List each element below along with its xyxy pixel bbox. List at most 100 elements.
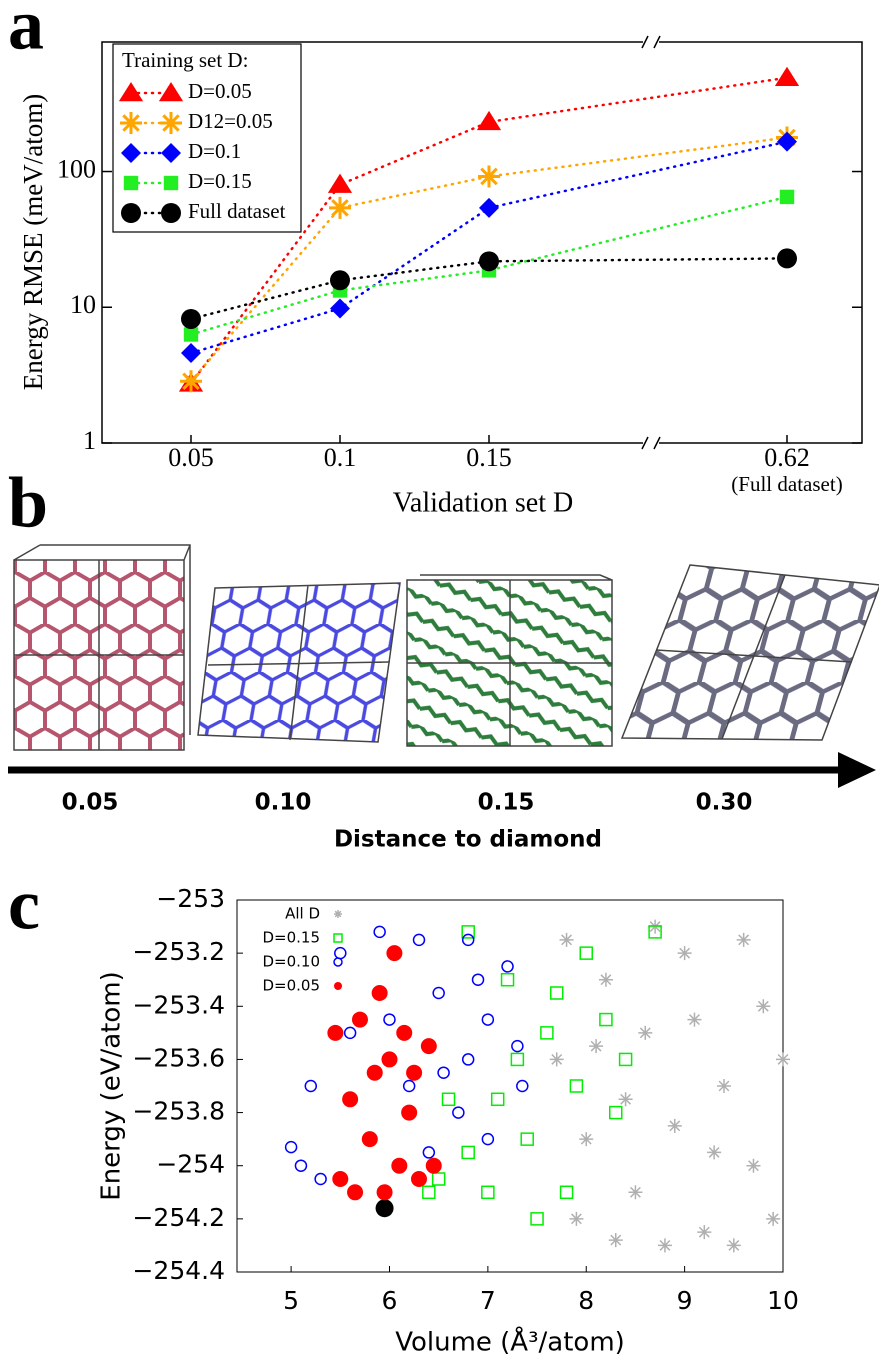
data-point (501, 960, 514, 973)
data-point (471, 973, 485, 986)
series-line (189, 136, 789, 383)
data-point (406, 1064, 423, 1081)
data-point (383, 1013, 396, 1026)
y-tick-label: −253.8 (132, 1097, 225, 1126)
data-point (330, 298, 350, 319)
x-tick-label: 10 (767, 1286, 799, 1315)
data-point (490, 1092, 505, 1107)
x-note: (Full dataset) (731, 472, 842, 496)
data-point (314, 1172, 327, 1186)
data-point (500, 972, 515, 987)
legend-marker (121, 203, 141, 223)
data-point (391, 1157, 408, 1174)
data-point (559, 932, 574, 947)
highlight-point (375, 1199, 394, 1218)
panel-letter: c (8, 865, 40, 945)
data-point (667, 1118, 682, 1133)
data-point (766, 1211, 781, 1226)
x-tick-label: 9 (677, 1286, 693, 1315)
data-point (599, 1012, 613, 1027)
y-tick-label: −253 (156, 884, 225, 913)
legend-label: D=0.15 (188, 169, 252, 193)
legend-marker (334, 910, 342, 918)
data-point (441, 1092, 456, 1107)
data-point (183, 327, 199, 342)
data-point (776, 1052, 790, 1067)
data-point (756, 999, 771, 1014)
data-point (330, 270, 350, 291)
legend-marker (161, 203, 181, 223)
data-point (608, 1233, 623, 1248)
x-axis-title: Volume (Å³/atom) (395, 1326, 625, 1358)
data-point (461, 933, 475, 947)
data-point (697, 1225, 712, 1240)
x-axis-title: Validation set D (393, 487, 573, 518)
data-point (774, 66, 800, 86)
data-point (373, 925, 386, 939)
data-point (618, 1092, 633, 1107)
y-tick-label: −254.2 (132, 1203, 225, 1232)
data-point (432, 986, 445, 1000)
legend-label: Full dataset (188, 199, 286, 223)
y-tick-label: −254 (156, 1150, 225, 1179)
panel-letter: a (8, 0, 44, 65)
data-point (342, 1091, 359, 1108)
data-point (366, 1064, 383, 1081)
legend-label: D=0.15 (262, 929, 320, 947)
data-point (648, 925, 662, 939)
y-tick-label: −253.2 (132, 937, 225, 966)
x-tick-label: 0.1 (324, 443, 357, 472)
distance-label: 0.05 (62, 790, 119, 816)
data-point (361, 1131, 378, 1148)
data-point (777, 131, 797, 152)
data-point (516, 1079, 529, 1093)
data-point (481, 1132, 495, 1146)
y-tick-label: 1 (83, 426, 96, 455)
distance-arrow (8, 752, 876, 788)
data-point (376, 1184, 393, 1201)
data-point (304, 1079, 318, 1093)
data-point (530, 1212, 544, 1226)
data-point (386, 945, 403, 962)
data-point (638, 1025, 653, 1040)
data-point (422, 1185, 436, 1200)
data-point (481, 1013, 495, 1026)
data-point (478, 165, 500, 188)
data-point (181, 308, 201, 329)
data-point (569, 1211, 584, 1226)
data-point (479, 251, 499, 272)
data-point (511, 1039, 524, 1053)
legend-marker (118, 82, 144, 102)
data-point (402, 1079, 416, 1093)
legend-marker (160, 112, 182, 134)
series-line (189, 257, 789, 321)
data-point (327, 1024, 344, 1041)
data-point (510, 1052, 525, 1067)
data-point (520, 1132, 534, 1146)
legend-marker (161, 143, 181, 163)
data-point (579, 1132, 594, 1147)
legend-marker (333, 957, 343, 967)
legend-marker (163, 175, 179, 191)
data-point (381, 1051, 398, 1068)
y-tick-label: −254.4 (132, 1256, 225, 1285)
data-point (707, 1145, 722, 1160)
legend-label: D=0.05 (262, 977, 320, 995)
data-point (347, 1184, 364, 1201)
data-point (461, 925, 475, 939)
x-tick-label: 8 (578, 1286, 594, 1315)
data-point (437, 1066, 450, 1079)
data-point (609, 1105, 623, 1120)
distance-label: 0.30 (696, 790, 753, 816)
data-point (284, 1140, 298, 1154)
data-point (549, 986, 564, 1000)
legend-label: D=0.10 (262, 953, 320, 971)
data-point (481, 1185, 495, 1200)
data-point (779, 189, 795, 205)
legend-marker (121, 143, 141, 163)
data-point (677, 946, 692, 961)
structure-diamond (13, 544, 191, 751)
panel-c: −253 −253.2 −253.4 −253.6 −253.8 −254 −254.2 −2… (97, 884, 799, 1358)
data-point (181, 343, 201, 364)
distance-axis-title: Distance to diamond (334, 827, 602, 853)
